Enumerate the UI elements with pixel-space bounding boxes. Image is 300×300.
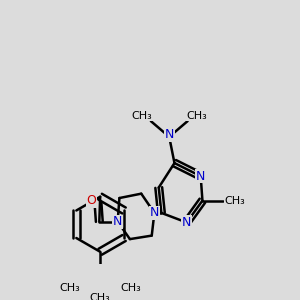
Text: N: N — [196, 170, 206, 183]
Text: N: N — [150, 206, 159, 219]
Text: N: N — [182, 216, 191, 229]
Text: N: N — [164, 128, 174, 141]
Text: CH₃: CH₃ — [60, 284, 80, 293]
Text: N: N — [113, 215, 122, 228]
Text: CH₃: CH₃ — [186, 111, 207, 121]
Text: CH₃: CH₃ — [90, 293, 111, 300]
Text: O: O — [86, 194, 96, 207]
Text: CH₃: CH₃ — [225, 196, 246, 206]
Text: CH₃: CH₃ — [131, 111, 152, 121]
Text: CH₃: CH₃ — [120, 284, 141, 293]
